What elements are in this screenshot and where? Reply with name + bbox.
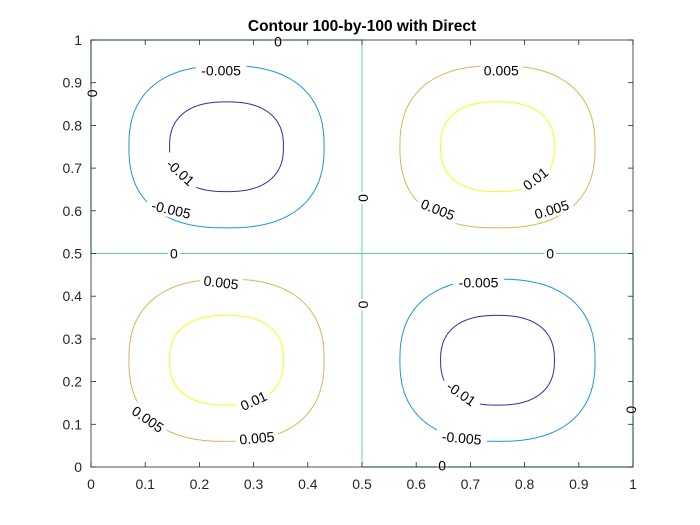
- contour-label-text: -0.005: [441, 428, 482, 447]
- x-tick-label: 0.7: [461, 476, 481, 492]
- contour-label: 0.005: [234, 428, 280, 448]
- contour-line: [128, 65, 325, 229]
- contour-label-bg: [144, 195, 198, 224]
- contour-line: [128, 278, 325, 442]
- contour-label-bg: [272, 33, 284, 50]
- y-tick-label: 0.5: [63, 246, 83, 262]
- contour-label-bg: [355, 298, 372, 311]
- x-tick-label: 0.8: [515, 476, 535, 492]
- contour-label: 0: [84, 87, 101, 100]
- contour-label: 0.005: [198, 271, 244, 294]
- x-tick-label: 0.4: [298, 476, 318, 492]
- contour-label-bg: [438, 374, 484, 413]
- contour-label-bg: [528, 195, 575, 224]
- contour-label-bg: [435, 427, 488, 449]
- contour-label-bg: [159, 152, 202, 193]
- contour-label-text: 0: [274, 33, 282, 49]
- contour-label: 0: [623, 403, 640, 416]
- contour-label-bg: [453, 274, 504, 291]
- contour-label-bg: [544, 245, 556, 262]
- x-tick-label: 0.2: [190, 476, 210, 492]
- contour-label-bg: [355, 192, 372, 204]
- contour-label-bg: [516, 161, 555, 196]
- y-tick-label: 0.4: [63, 288, 83, 304]
- contour-label-text: 0.005: [239, 428, 276, 447]
- chart-title: Contour 100-by-100 with Direct: [248, 18, 476, 35]
- contour-label-bg: [234, 428, 280, 448]
- contour-label-bg: [195, 62, 247, 79]
- contour-label: 0: [168, 245, 180, 262]
- x-tick-label: 0.3: [244, 476, 264, 492]
- contour-label: 0.005: [479, 62, 523, 79]
- contour-label-text: 0: [85, 90, 101, 98]
- y-tick-label: 0.9: [63, 75, 83, 91]
- contour-label-bg: [436, 457, 449, 474]
- contour-label-text: -0.005: [201, 62, 241, 78]
- y-tick-label: 0.8: [63, 117, 83, 133]
- contour-label-text: 0: [356, 301, 372, 309]
- x-tick-label: 1: [629, 476, 637, 492]
- contour-label-text: 0: [546, 246, 554, 262]
- axis-ticks: 0 0.1 0.2 0.3 0.4 0.5 0.6 0.7 0.8 0.9 1 0 0.1 0.2 0.3 0…: [63, 32, 638, 492]
- contour-line: [399, 65, 596, 229]
- y-tick-label: 0.2: [63, 374, 83, 390]
- y-tick-label: 0.7: [63, 160, 83, 176]
- contour-label-bg: [125, 400, 171, 439]
- contour-label-bg: [198, 271, 244, 294]
- x-tick-label: 0: [87, 476, 95, 492]
- contour-label-text: 0.005: [203, 272, 240, 292]
- y-tick-label: 0.6: [63, 203, 83, 219]
- contour-label-bg: [168, 245, 180, 262]
- contour-label: -0.005: [435, 427, 488, 449]
- y-tick-label: 0: [74, 459, 82, 475]
- contour-label-text: 0: [438, 458, 446, 474]
- contour-label: -0.005: [453, 274, 504, 291]
- y-tick-label: 1: [74, 32, 82, 48]
- contour-label: 0: [355, 298, 372, 311]
- y-tick-label: 0.3: [63, 331, 83, 347]
- contour-label: -0.005: [195, 62, 247, 79]
- x-tick-label: 0.5: [352, 476, 372, 492]
- x-tick-label: 0.6: [406, 476, 426, 492]
- contour-label-bg: [414, 194, 461, 225]
- x-tick-label: 0.9: [569, 476, 589, 492]
- contour-line: [399, 278, 596, 442]
- contour-label: 0: [355, 192, 372, 204]
- contour-label: 0: [436, 457, 449, 474]
- contour-label-text: 0: [623, 406, 639, 414]
- contour-label-bg: [623, 403, 640, 416]
- contour-label: 0: [272, 33, 284, 50]
- contour-label-text: 0: [170, 246, 178, 262]
- contour-label: 0: [544, 245, 556, 262]
- contour-line: [440, 314, 555, 406]
- contour-label-text: 0.005: [484, 62, 519, 78]
- contour-label-text: -0.005: [459, 275, 499, 291]
- contour-line: [169, 101, 284, 193]
- contour-label-text: 0: [356, 194, 372, 202]
- axes-box: [90, 39, 634, 468]
- contour-label-bg: [234, 386, 273, 416]
- contour-label-bg: [479, 62, 523, 79]
- contour-label-bg: [84, 87, 101, 100]
- x-tick-label: 0.1: [135, 476, 155, 492]
- y-tick-label: 0.1: [63, 416, 83, 432]
